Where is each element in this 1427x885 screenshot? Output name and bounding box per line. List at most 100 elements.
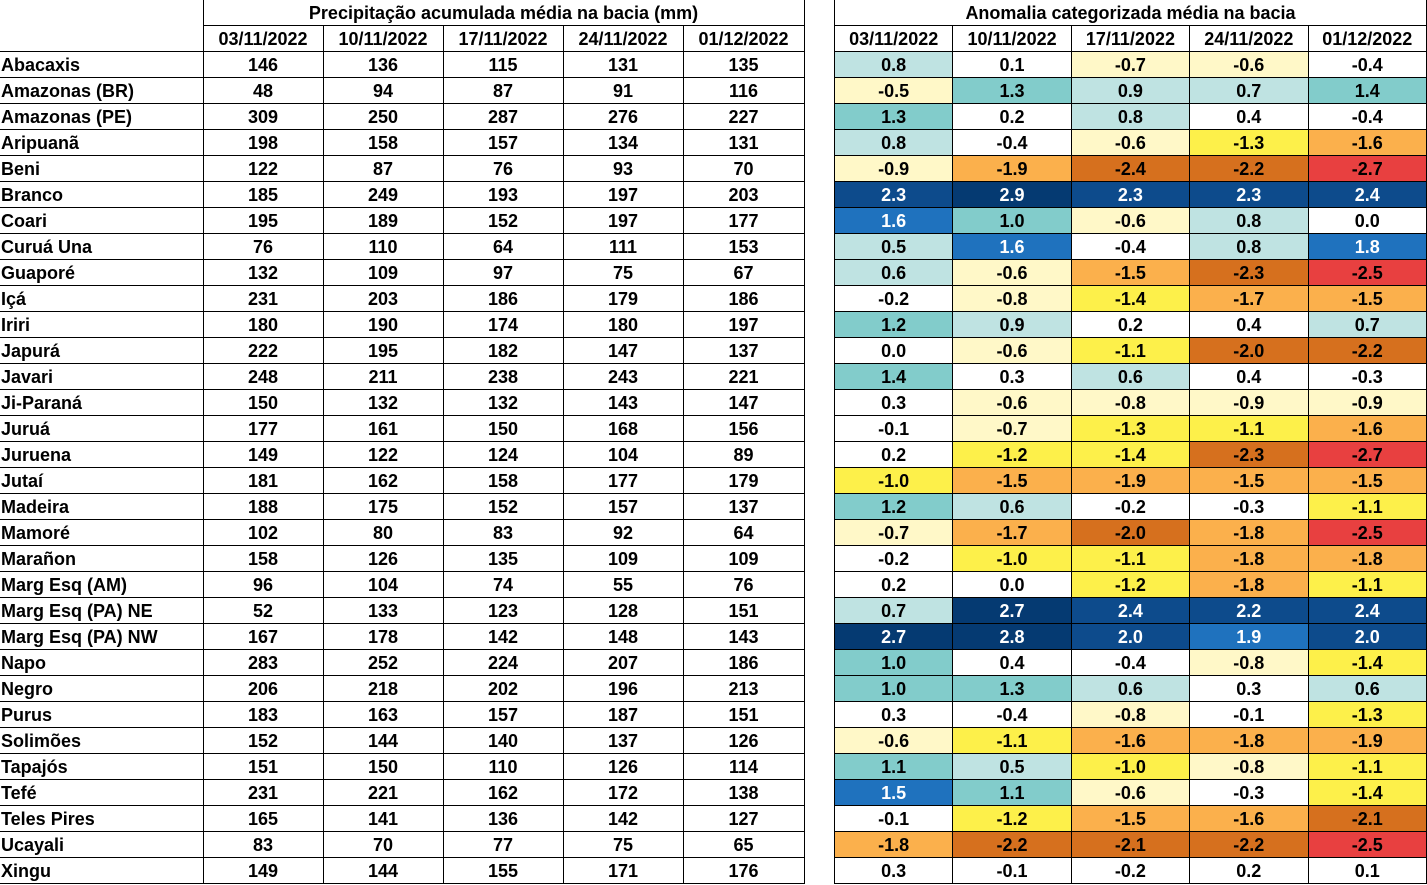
precipitation-cell: 181: [202, 467, 324, 494]
precipitation-cell: 197: [562, 207, 684, 234]
precipitation-cell: 283: [202, 649, 324, 676]
precipitation-cell: 152: [442, 207, 564, 234]
anomaly-cell: 0.6: [952, 493, 1072, 520]
anomaly-cell: -2.2: [952, 831, 1072, 858]
anomaly-cell: -0.9: [1189, 389, 1309, 416]
precipitation-cell: 151: [202, 753, 324, 780]
table-row: 0.3 -0.1 -0.2 0.2 0.1: [833, 857, 1427, 884]
precipitation-cell: 109: [562, 545, 684, 572]
anomaly-cell: 1.2: [833, 311, 954, 338]
table-row: -1.8 -2.2 -2.1 -2.2 -2.5: [833, 831, 1427, 858]
table-row: Napo 283 252 224 207 186: [0, 649, 805, 676]
precipitation-cell: 110: [322, 233, 444, 260]
precipitation-cell: 149: [202, 857, 324, 884]
basin-name: Ji-Paraná: [0, 389, 204, 416]
anomaly-cell: -1.7: [952, 519, 1072, 546]
table-row: 0.7 2.7 2.4 2.2 2.4: [833, 597, 1427, 624]
anomaly-cell: 0.2: [1070, 311, 1191, 338]
anomaly-cell: -0.4: [1307, 51, 1427, 78]
date-header: 24/11/2022: [1189, 25, 1309, 52]
anomaly-cell: 0.8: [833, 129, 954, 156]
anomaly-cell: 1.6: [952, 233, 1072, 260]
table-row: 0.8 -0.4 -0.6 -1.3 -1.6: [833, 129, 1427, 156]
table-row: -0.2 -0.8 -1.4 -1.7 -1.5: [833, 285, 1427, 312]
table-row: Purus 183 163 157 187 151: [0, 701, 805, 728]
anomaly-cell: -1.8: [1307, 545, 1427, 572]
anomaly-cell: 1.3: [833, 103, 954, 130]
precipitation-cell: 198: [202, 129, 324, 156]
basin-name: Aripuanã: [0, 129, 204, 156]
precipitation-cell: 87: [442, 77, 564, 104]
basin-name: Marg Esq (AM): [0, 571, 204, 598]
anomaly-cell: 1.0: [833, 675, 954, 702]
precipitation-rows: Abacaxis 146 136 115 131 135 Amazonas (BR) 48 94…: [0, 51, 805, 884]
anomaly-cell: -0.7: [952, 415, 1072, 442]
precipitation-cell: 75: [562, 259, 684, 286]
anomaly-cell: -1.1: [1070, 545, 1191, 572]
precipitation-cell: 174: [442, 311, 564, 338]
precipitation-cell: 52: [202, 597, 324, 624]
anomaly-cell: -0.7: [1070, 51, 1191, 78]
anomaly-cell: 1.0: [833, 649, 954, 676]
anomaly-cell: 0.9: [1070, 77, 1191, 104]
precipitation-cell: 48: [202, 77, 324, 104]
table-row: -0.6 -1.1 -1.6 -1.8 -1.9: [833, 727, 1427, 754]
precipitation-cell: 93: [562, 155, 684, 182]
basin-name: Beni: [0, 155, 204, 182]
basin-name: Napo: [0, 649, 204, 676]
precipitation-cell: 70: [682, 155, 805, 182]
precipitation-cell: 221: [322, 779, 444, 806]
anomaly-cell: 2.3: [1070, 181, 1191, 208]
anomaly-cell: 2.4: [1307, 597, 1427, 624]
precipitation-cell: 197: [682, 311, 805, 338]
anomaly-cell: -2.3: [1189, 441, 1309, 468]
precipitation-cell: 143: [562, 389, 684, 416]
anomaly-cell: -2.5: [1307, 519, 1427, 546]
table-row: Tefé 231 221 162 172 138: [0, 779, 805, 806]
precipitation-cell: 83: [202, 831, 324, 858]
precipitation-cell: 309: [202, 103, 324, 130]
precipitation-cell: 189: [322, 207, 444, 234]
precipitation-cell: 77: [442, 831, 564, 858]
anomaly-cell: 0.4: [952, 649, 1072, 676]
anomaly-cell: -1.6: [1307, 129, 1427, 156]
anomaly-cell: 0.9: [952, 311, 1072, 338]
anomaly-cell: -0.2: [833, 285, 954, 312]
anomaly-cell: -0.4: [1307, 103, 1427, 130]
precipitation-cell: 162: [322, 467, 444, 494]
basin-name: Juruena: [0, 441, 204, 468]
anomaly-cell: 1.0: [952, 207, 1072, 234]
anomaly-cell: 0.0: [1307, 207, 1427, 234]
anomaly-cell: -0.2: [1070, 857, 1191, 884]
precipitation-cell: 137: [682, 337, 805, 364]
precipitation-cell: 55: [562, 571, 684, 598]
precipitation-cell: 76: [202, 233, 324, 260]
precipitation-cell: 196: [562, 675, 684, 702]
precipitation-cell: 104: [322, 571, 444, 598]
precipitation-cell: 134: [562, 129, 684, 156]
anomaly-cell: -0.9: [833, 155, 954, 182]
table-row: 2.3 2.9 2.3 2.3 2.4: [833, 181, 1427, 208]
precipitation-cell: 150: [322, 753, 444, 780]
basin-name: Xingu: [0, 857, 204, 884]
anomaly-cell: -1.9: [1070, 467, 1191, 494]
anomaly-cell: 2.7: [833, 623, 954, 650]
anomaly-cell: -0.1: [833, 805, 954, 832]
precipitation-cell: 131: [562, 51, 684, 78]
precipitation-cell: 128: [562, 597, 684, 624]
precipitation-cell: 171: [562, 857, 684, 884]
anomaly-cell: 1.9: [1189, 623, 1309, 650]
precipitation-cell: 193: [442, 181, 564, 208]
table-row: 1.5 1.1 -0.6 -0.3 -1.4: [833, 779, 1427, 806]
precipitation-cell: 135: [682, 51, 805, 78]
table-row: -1.0 -1.5 -1.9 -1.5 -1.5: [833, 467, 1427, 494]
table-row: Ji-Paraná 150 132 132 143 147: [0, 389, 805, 416]
anomaly-cell: -0.3: [1307, 363, 1427, 390]
anomaly-cell: 0.6: [833, 259, 954, 286]
anomaly-cell: -1.1: [952, 727, 1072, 754]
basin-name: Mamoré: [0, 519, 204, 546]
basin-name: Jutaí: [0, 467, 204, 494]
anomaly-cell: -1.0: [833, 467, 954, 494]
precipitation-cell: 190: [322, 311, 444, 338]
precipitation-cell: 221: [682, 363, 805, 390]
